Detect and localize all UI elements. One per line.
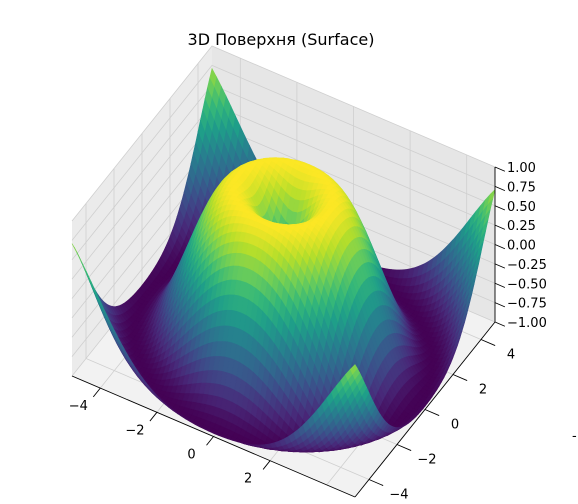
y-tick-label: 0 [451,418,459,433]
z-tick-mark [495,283,505,287]
z-tick-label: −0.25 [507,258,547,273]
y-tick-mark [397,445,411,451]
z-tick-mark [495,186,505,190]
y-tick-label: −2 [417,453,436,468]
x-tick-mark [150,412,157,421]
z-tick-label: 0.50 [507,200,536,215]
x-tick-mark [93,388,100,397]
y-tick-label: 4 [507,348,515,363]
z-tick-label: 0.75 [507,180,536,195]
x-tick-label: 2 [244,472,252,487]
z-tick-mark [495,264,505,268]
z-axis-ticks: −1.00 −0.75 −0.50 −0.25 0.00 0.25 0.50 0.75 1.00 [495,161,547,331]
z-tick-label: −0.50 [507,277,547,292]
z-tick-label: 1.00 [507,161,536,176]
z-tick-mark [495,303,505,307]
z-tick-mark [495,206,505,210]
y-tick-mark [369,480,383,486]
z-tick-label: 0.00 [507,239,536,254]
x-tick-mark [263,461,270,470]
chart-title: 3D Поверхня (Surface) [188,30,375,49]
z-tick-label: −1.00 [507,316,547,331]
y-tick-mark [453,375,467,381]
x-tick-label: −4 [69,399,88,414]
x-tick-label: −2 [125,423,144,438]
edge-mark: - [572,429,577,444]
z-tick-mark [495,225,505,229]
x-tick-mark [207,437,214,446]
y-tick-label: −4 [389,488,408,503]
z-tick-label: 0.25 [507,219,536,234]
y-tick-mark [481,340,495,346]
z-tick-label: −0.75 [507,297,547,312]
x-tick-label: 0 [187,448,195,463]
y-tick-mark [425,410,439,416]
y-tick-label: 2 [479,383,487,398]
z-tick-mark [495,245,505,249]
z-tick-mark [495,167,505,171]
z-tick-mark [495,322,505,326]
